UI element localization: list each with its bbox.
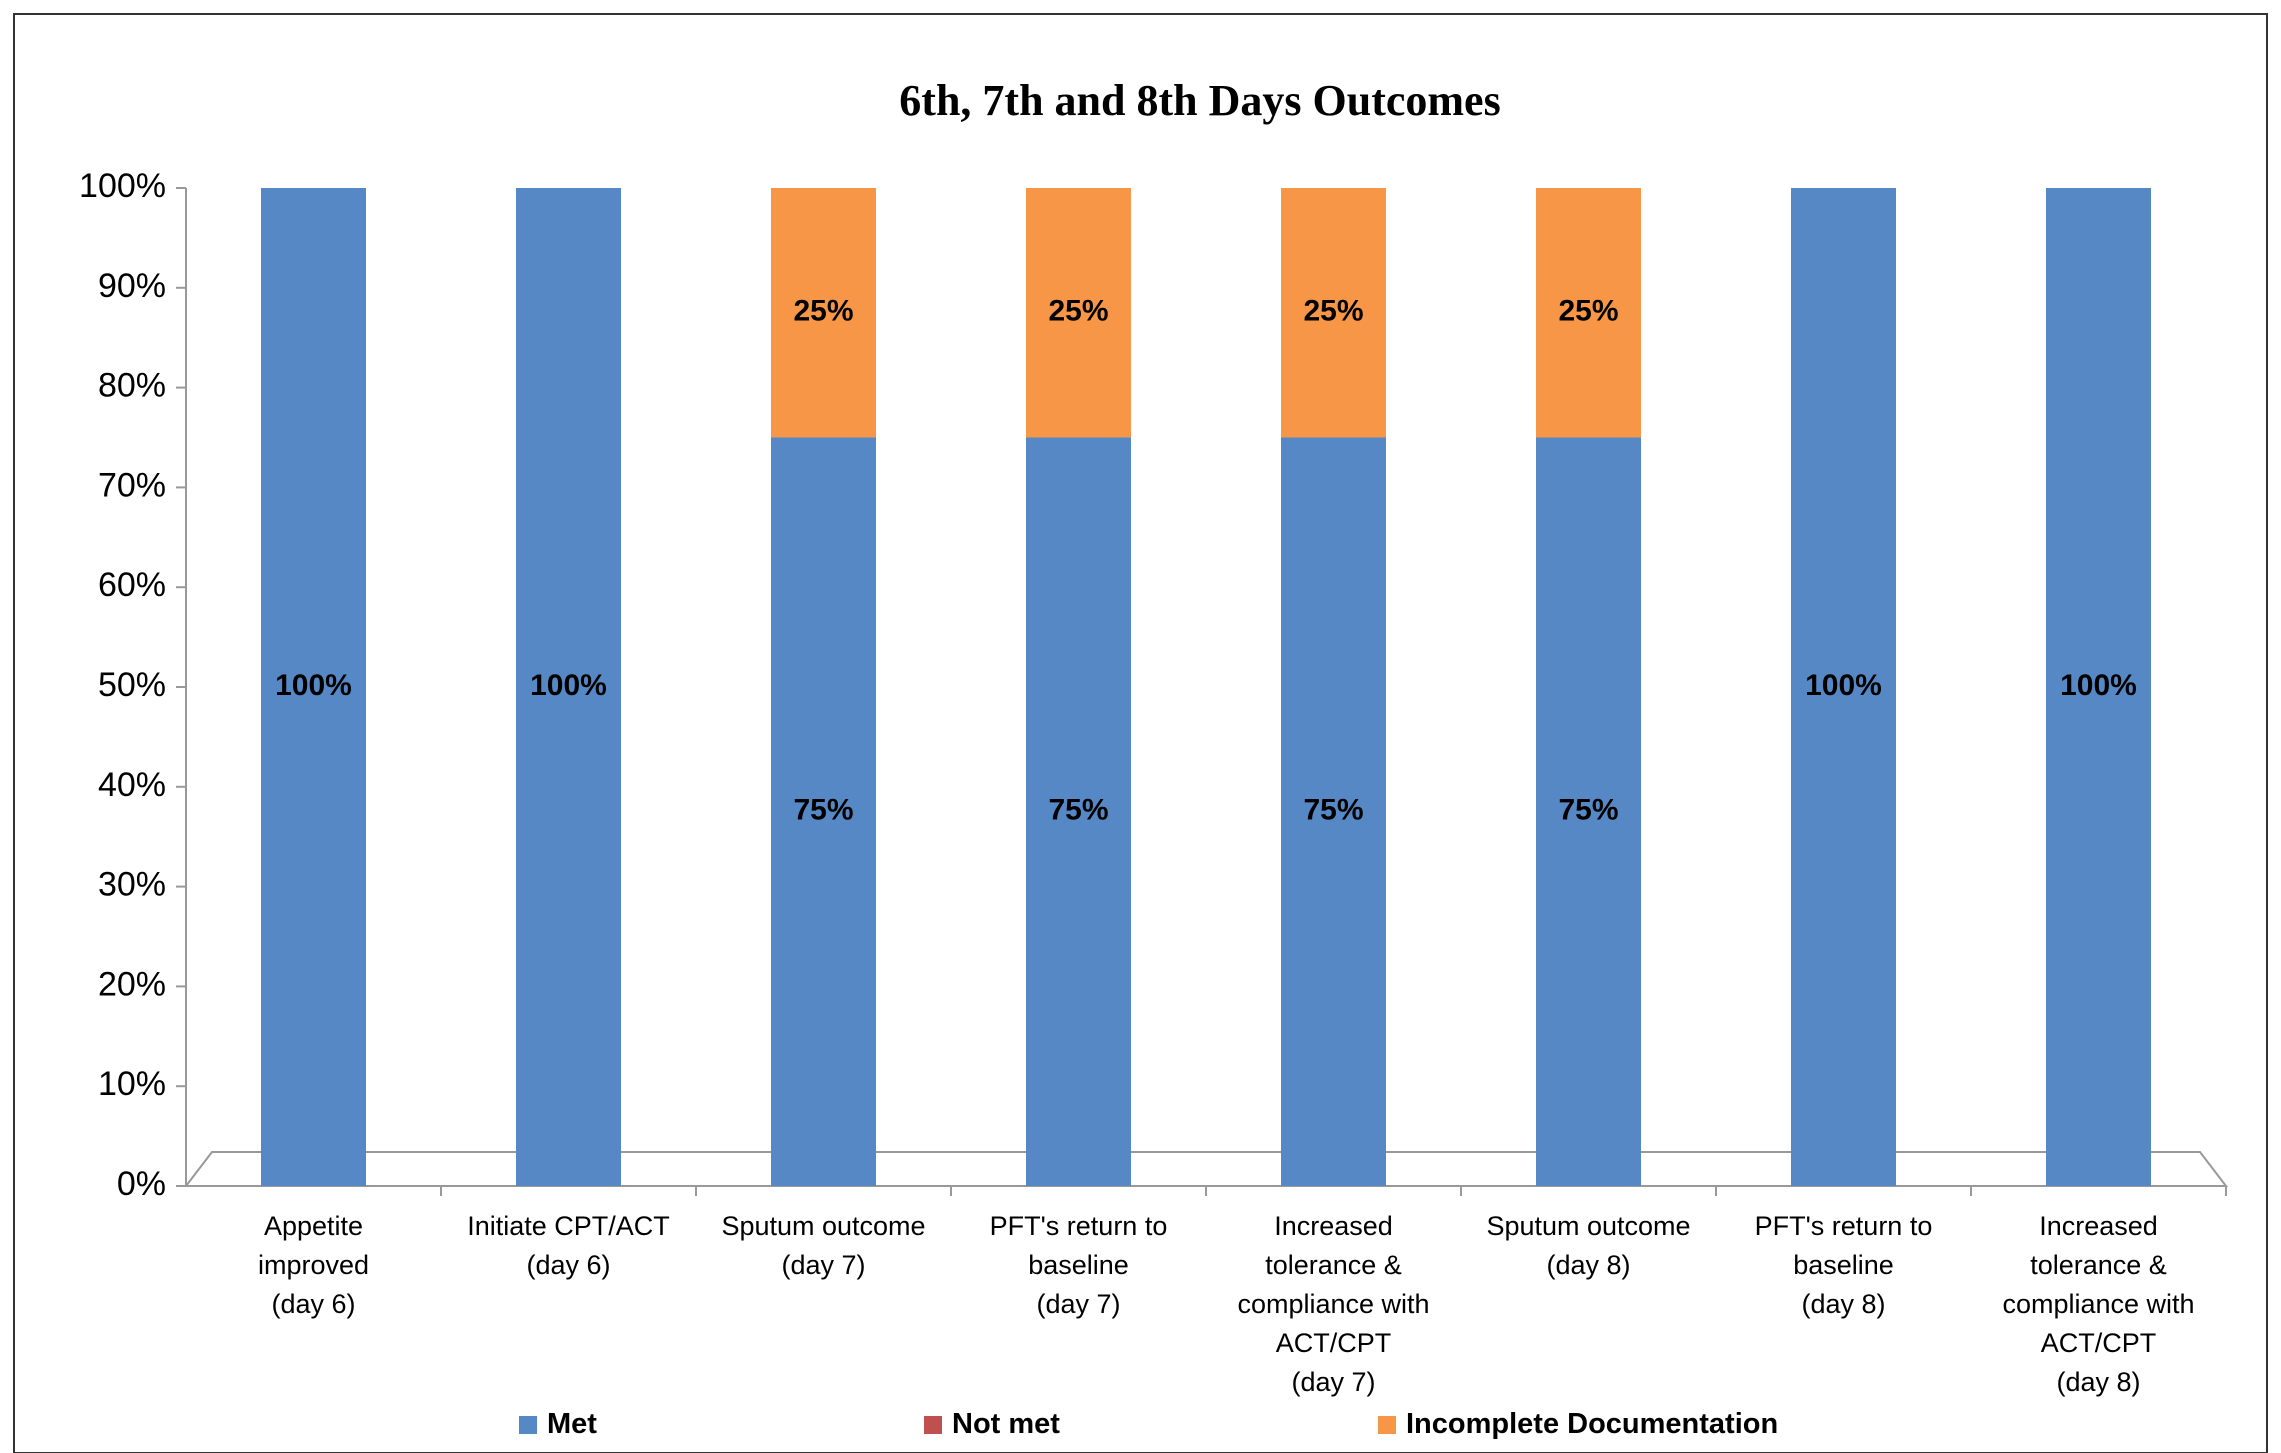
y-tick-label: 80% [98, 367, 166, 405]
data-label: 25% [793, 295, 853, 328]
data-label: 100% [275, 669, 352, 702]
legend-item: Met [519, 1408, 597, 1441]
data-label: 100% [1805, 669, 1882, 702]
y-tick-label: 20% [98, 965, 166, 1003]
data-label: 75% [1048, 794, 1108, 827]
y-tick-label: 0% [117, 1165, 166, 1203]
x-tick-label: Sputum outcome (day 8) [1486, 1211, 1691, 1280]
data-label: 75% [793, 794, 853, 827]
legend-label: Met [547, 1408, 597, 1440]
y-tick-label: 40% [98, 766, 166, 804]
data-label: 100% [530, 669, 607, 702]
x-tick-label: PFT's return to baseline (day 7) [989, 1211, 1168, 1319]
data-label: 75% [1558, 794, 1618, 827]
chart-title: 6th, 7th and 8th Days Outcomes [899, 76, 1500, 125]
bar-segment [516, 188, 621, 1186]
bar-segment [1536, 437, 1641, 1186]
legend-swatch [1378, 1415, 1396, 1434]
y-tick-label: 30% [98, 866, 166, 904]
floor [183, 1151, 2229, 1187]
bar-segment [1026, 437, 1131, 1186]
bar-segment [771, 437, 876, 1186]
x-tick-label: Increased tolerance & compliance with AC… [1237, 1211, 1430, 1397]
x-tick-label: Increased tolerance & compliance with AC… [2002, 1211, 2195, 1397]
bar-segment [1026, 188, 1131, 438]
bar-segment [1791, 188, 1896, 1186]
data-label: 100% [2060, 669, 2137, 702]
data-label: 25% [1558, 295, 1618, 328]
bar-segment [1281, 188, 1386, 438]
y-tick-label: 90% [98, 267, 166, 305]
data-label: 25% [1303, 295, 1363, 328]
frame [13, 13, 2268, 1453]
legend-label: Incomplete Documentation [1406, 1408, 1779, 1440]
y-tick-label: 100% [79, 167, 166, 205]
bar-segment [1281, 437, 1386, 1186]
legend-swatch [519, 1415, 537, 1434]
x-tick-label: PFT's return to baseline (day 8) [1754, 1211, 1933, 1319]
bar-segment [261, 188, 366, 1186]
bar-segment [1536, 188, 1641, 438]
legend-item: Not met [924, 1408, 1060, 1441]
data-label: 25% [1048, 295, 1108, 328]
bar-segment [771, 188, 876, 438]
y-tick-label: 60% [98, 566, 166, 604]
legend-label: Not met [952, 1408, 1060, 1440]
x-tick-label: Initiate CPT/ACT (day 6) [467, 1211, 670, 1280]
y-tick-label: 10% [98, 1065, 166, 1103]
legend-swatch [924, 1415, 942, 1434]
x-tick-label: Sputum outcome (day 7) [721, 1211, 926, 1280]
legend-item: Incomplete Documentation [1378, 1408, 1778, 1441]
data-label: 75% [1303, 794, 1363, 827]
x-tick-label: Appetite improved (day 6) [257, 1211, 370, 1319]
y-tick-label: 70% [98, 466, 166, 504]
bar-segment [2046, 188, 2151, 1186]
y-tick-label: 50% [98, 666, 166, 704]
